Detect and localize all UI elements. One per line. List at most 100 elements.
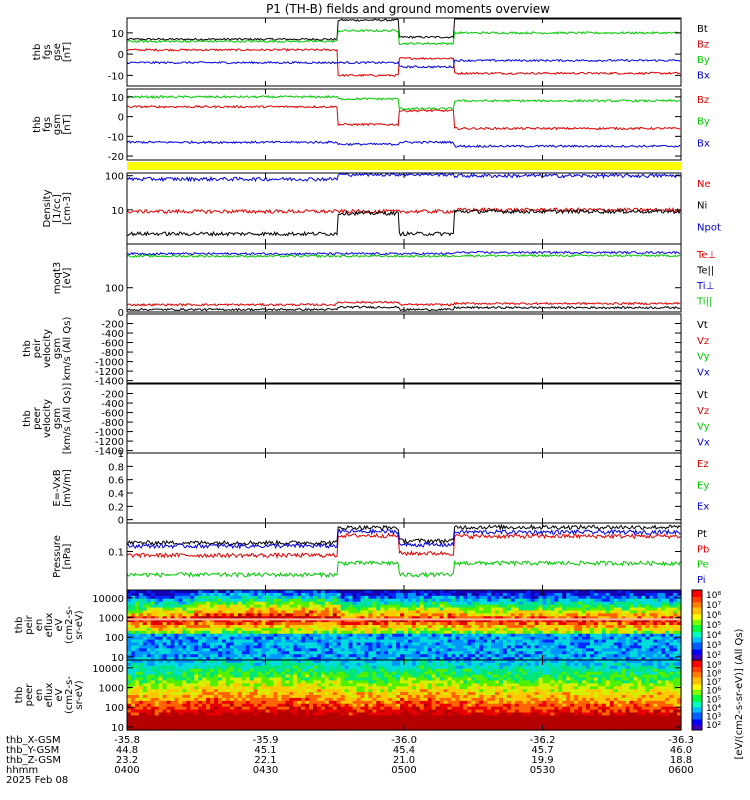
spectrogram-cell — [138, 648, 144, 652]
spectrogram-cell — [194, 627, 199, 632]
spectrogram-cell — [190, 692, 195, 696]
spectrogram-cell — [312, 718, 318, 722]
spectrogram-cell — [514, 592, 520, 597]
spectrogram-cell — [435, 657, 441, 661]
spectrogram-cell — [344, 657, 350, 661]
spectrogram-cell — [202, 660, 207, 664]
spectrogram-cell — [637, 592, 643, 597]
spectrogram-cell — [134, 616, 140, 620]
spectrogram-cell — [142, 619, 148, 623]
spectrogram-cell — [518, 642, 524, 647]
spectrogram-cell — [455, 645, 460, 649]
spectrogram-cell — [138, 613, 144, 617]
spectrogram-cell — [376, 645, 381, 649]
spectrogram-cell — [621, 642, 627, 647]
spectrogram-cell — [166, 645, 172, 649]
spectrogram-cell — [277, 636, 282, 641]
spectrogram-cell — [221, 598, 227, 603]
spectrogram-cell — [332, 657, 338, 661]
spectrogram-cell — [451, 595, 457, 600]
spectrogram-cell — [273, 616, 278, 620]
spectrogram-cell — [285, 671, 290, 676]
spectrogram-cell — [190, 657, 195, 661]
spectrogram-cell — [447, 657, 453, 661]
spectrogram-cell — [332, 625, 338, 629]
spectrogram-cell — [376, 592, 381, 597]
spectrogram-cell — [214, 677, 219, 682]
spectrogram-cell — [447, 645, 453, 649]
spectrogram-cell — [249, 727, 255, 731]
spectrogram-cell — [309, 700, 314, 705]
spectrogram-cell — [166, 680, 172, 684]
spectrogram-cell — [641, 627, 646, 632]
spectrogram-cell — [130, 697, 136, 702]
spectrogram-cell — [162, 607, 168, 612]
spectrogram-cell — [261, 642, 267, 647]
colorbar-cell — [692, 609, 702, 612]
spectrogram-cell — [233, 654, 239, 658]
spectrogram-cell — [281, 645, 286, 649]
spectrogram-cell — [558, 651, 563, 655]
spectrogram-cell — [316, 695, 322, 699]
spectrogram-cell — [657, 636, 662, 641]
spectrogram-cell — [166, 610, 172, 614]
spectrogram-cell — [479, 622, 484, 626]
spectrogram-cell — [218, 689, 223, 693]
spectrogram-cell — [415, 654, 421, 658]
spectrogram-cell — [277, 607, 282, 612]
spectrogram-cell — [435, 627, 441, 632]
spectrogram-cell — [372, 627, 377, 632]
spectrogram-cell — [210, 721, 215, 725]
spectrogram-cell — [661, 592, 666, 597]
colorbar-cell — [692, 618, 702, 621]
spectrogram-cell — [491, 619, 496, 623]
spectrogram-cell — [206, 595, 211, 600]
spectrogram-cell — [162, 697, 168, 702]
spectrogram-cell — [285, 648, 290, 652]
spectrogram-cell — [253, 657, 259, 661]
spectrogram-cell — [439, 630, 445, 635]
spectrogram-cell — [218, 627, 223, 632]
spectrogram-cell — [134, 645, 140, 649]
spectrogram-cell — [455, 633, 460, 638]
spectrogram-cell — [309, 627, 314, 632]
spectrogram-cell — [320, 651, 326, 655]
spectrogram-cell — [320, 680, 326, 684]
spectrogram-cell — [281, 636, 286, 641]
spectrogram-cell — [166, 616, 172, 620]
spectrogram-cell — [305, 706, 310, 711]
spectrogram-cell — [241, 671, 247, 676]
spectrogram-cell — [210, 668, 215, 673]
spectrogram-cell — [601, 627, 607, 632]
spectrogram-cell — [641, 645, 646, 649]
spectrogram-cell — [269, 592, 275, 597]
spectrogram-cell — [130, 642, 136, 647]
spectrogram-cell — [297, 683, 302, 687]
spectrogram-cell — [328, 657, 334, 661]
spectrogram-cell — [384, 601, 389, 606]
spectrogram-cell — [487, 630, 492, 635]
spectrogram-cell — [301, 616, 306, 620]
spectrogram-cell — [459, 645, 464, 649]
spectrogram-cell — [336, 601, 342, 606]
y-tick-label: -400 — [101, 329, 124, 340]
spectrogram-cell — [154, 604, 160, 609]
spectrogram-cell — [328, 595, 334, 600]
spectrogram-cell — [455, 595, 460, 600]
spectrogram-cell — [669, 625, 674, 629]
spectrogram-cell — [237, 706, 243, 711]
spectrogram-cell — [542, 627, 548, 632]
spectrogram-cell — [241, 636, 247, 641]
spectrogram-cell — [194, 590, 199, 594]
spectrogram-cell — [582, 592, 587, 597]
colorbar-cell — [692, 630, 702, 633]
spectrogram-cell — [170, 630, 176, 635]
spectrogram-cell — [198, 697, 203, 702]
spectrogram-cell — [455, 601, 460, 606]
spectrogram-cell — [127, 598, 132, 603]
spectrogram-cell — [360, 595, 366, 600]
spectrogram-cell — [297, 622, 302, 626]
spectrogram-cell — [546, 592, 552, 597]
spectrogram-cell — [388, 610, 393, 614]
spectrogram-cell — [582, 616, 587, 620]
